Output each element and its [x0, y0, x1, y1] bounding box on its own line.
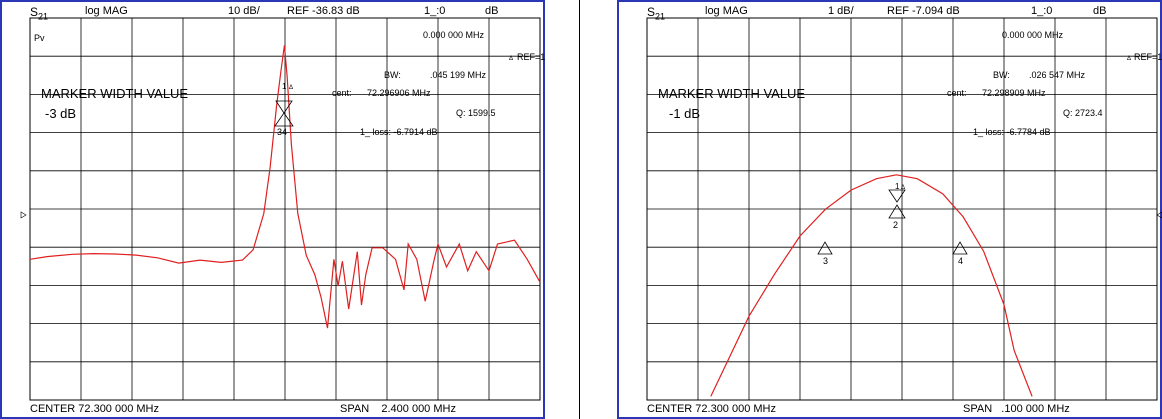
right-marker-1-icon [888, 189, 906, 203]
left-marker-width-title: MARKER WIDTH VALUE [41, 86, 188, 101]
left-grid [29, 17, 541, 401]
left-unit-label: dB [485, 5, 499, 17]
right-analyzer-panel: 0.000 000 MHz Δ REF=1 BW: .026 547 MHz c… [617, 0, 1162, 419]
left-q-value: Q: 1599.5 [456, 108, 496, 118]
left-panel-frame [0, 0, 545, 419]
right-grid [646, 17, 1158, 401]
right-delta-small-icon: Δ [901, 185, 905, 191]
left-span-label: SPAN 2.400 000 MHz [340, 403, 456, 415]
right-center-label: CENTER 72.300 000 MHz [647, 403, 776, 415]
right-chart: 0.000 000 MHz Δ REF=1 BW: .026 547 MHz c… [646, 17, 1162, 401]
left-ref-arrow-icon [20, 211, 27, 219]
right-scale-label: 1 dB/ [828, 5, 854, 17]
left-loss-value: 1_ loss: -6.7914 dB [360, 127, 438, 137]
panel-divider [579, 0, 580, 419]
right-q-value: Q: 2723.4 [1063, 108, 1103, 118]
left-marker-width-value: -3 dB [45, 106, 76, 121]
right-channel-label: 1_:0 [1031, 5, 1053, 17]
right-delta-icon: Δ [1127, 56, 1131, 62]
right-trace-line [710, 174, 1033, 397]
right-marker-3-label: 3 [823, 256, 828, 266]
left-s21-label: S21 [30, 5, 49, 22]
right-marker-2-label: 2 [893, 220, 898, 230]
left-delta-small-icon: Δ [289, 85, 293, 91]
right-ref-marker: REF=1 [1134, 52, 1162, 62]
left-scale-label: 10 dB/ [228, 5, 260, 17]
left-bw-label: BW: [384, 70, 401, 80]
right-unit-label: dB [1093, 5, 1107, 17]
right-ref-arrow-icon [1156, 211, 1162, 219]
left-marker-1-icon [275, 100, 293, 114]
left-ref-label: REF -36.83 dB [287, 5, 360, 17]
left-ref-marker: REF=1 [517, 52, 545, 62]
right-cent-value: 72.298909 MHz [982, 88, 1046, 98]
left-marker-freq: 0.000 000 MHz [423, 30, 485, 40]
right-bw-label: BW: [993, 70, 1010, 80]
right-marker-1-label: 1 [895, 182, 900, 191]
left-marker-3-4-label: 34 [277, 127, 287, 137]
left-trace-line [29, 45, 541, 329]
left-pv-icon: Pv [34, 33, 45, 43]
left-format-label: log MAG [85, 5, 128, 17]
left-analyzer-panel: Pv 0.000 000 MHz Δ REF=1 BW: .045 199 MH… [0, 0, 545, 419]
left-bw-value: .045 199 MHz [430, 70, 487, 80]
right-cent-label: cent: [947, 88, 967, 98]
right-marker-3-icon [817, 241, 833, 255]
right-marker-2-icon [888, 204, 906, 219]
right-marker-4-label: 4 [958, 256, 963, 266]
right-marker-freq: 0.000 000 MHz [1002, 30, 1064, 40]
left-marker-1-label: 1 [282, 82, 287, 91]
right-bw-value: .026 547 MHz [1029, 70, 1086, 80]
left-delta-icon: Δ [509, 56, 513, 62]
right-loss-value: 1_ loss: -6.7784 dB [973, 127, 1051, 137]
right-format-label: log MAG [705, 5, 748, 17]
right-marker-width-title: MARKER WIDTH VALUE [658, 86, 805, 101]
right-marker-4-icon [952, 241, 968, 255]
left-center-label: CENTER 72.300 000 MHz [30, 403, 159, 415]
left-chart: Pv 0.000 000 MHz Δ REF=1 BW: .045 199 MH… [20, 17, 545, 401]
left-cent-value: 72.296906 MHz [367, 88, 431, 98]
right-s21-label: S21 [647, 5, 666, 22]
right-ref-label: REF -7.094 dB [887, 5, 960, 17]
left-marker-3-4-icon [274, 112, 294, 127]
right-panel-frame [617, 0, 1162, 419]
left-cent-label: cent: [332, 88, 352, 98]
right-marker-width-value: -1 dB [669, 106, 700, 121]
left-channel-label: 1_:0 [424, 5, 446, 17]
right-span-label: SPAN .100 000 MHz [963, 403, 1070, 415]
